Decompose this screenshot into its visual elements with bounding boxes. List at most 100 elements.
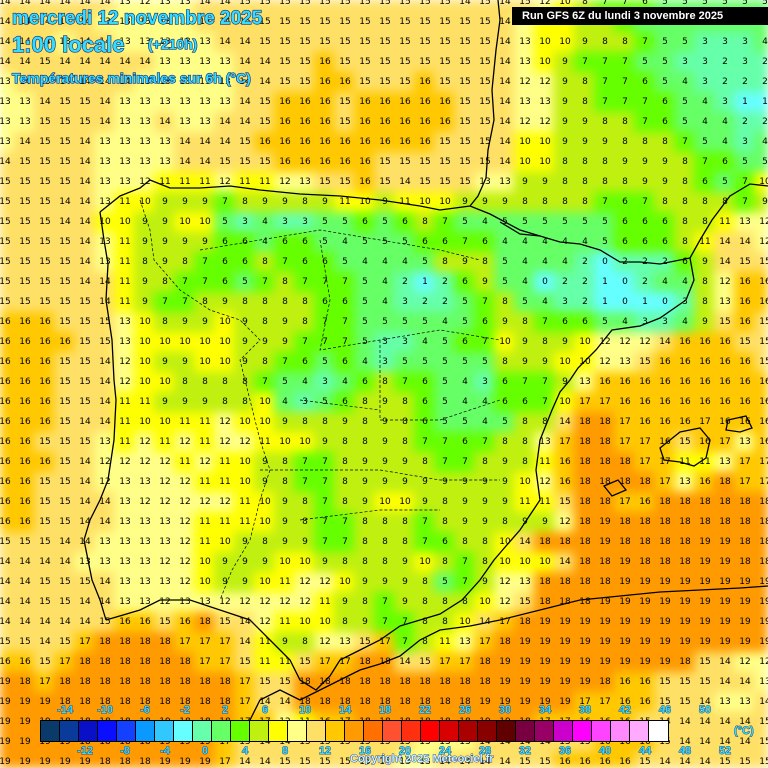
grid-value: 6 — [422, 397, 428, 407]
grid-value: 14 — [739, 737, 751, 747]
grid-value: 15 — [319, 37, 331, 47]
grid-value: 13 — [179, 37, 191, 47]
grid-value: 14 — [119, 77, 131, 87]
grid-value: 18 — [579, 437, 591, 447]
grid-value: 18 — [139, 637, 151, 647]
grid-value: 15 — [399, 37, 411, 47]
legend-label-top: -14 — [57, 704, 74, 717]
grid-value: 5 — [722, 177, 728, 187]
grid-value: 15 — [319, 757, 331, 767]
grid-value: 14 — [39, 637, 51, 647]
grid-value: 13 — [139, 117, 151, 127]
grid-value: 10 — [559, 37, 571, 47]
grid-value: 15 — [19, 237, 31, 247]
grid-value: 15 — [419, 17, 431, 27]
grid-value: 15 — [379, 77, 391, 87]
grid-value: 16 — [439, 117, 451, 127]
grid-value: 11 — [119, 197, 131, 207]
grid-value: 14 — [0, 577, 11, 587]
copyright: Copyright 2025 Meteociel.fr — [350, 753, 494, 766]
grid-value: 15 — [299, 57, 311, 67]
grid-value: 9 — [482, 197, 488, 207]
grid-value: 13 — [619, 357, 631, 367]
grid-value: 9 — [402, 477, 408, 487]
grid-value: 13 — [579, 377, 591, 387]
grid-value: 12 — [599, 357, 611, 367]
grid-value: 16 — [419, 137, 431, 147]
grid-value: 16 — [39, 357, 51, 367]
grid-value: 8 — [302, 417, 308, 427]
grid-value: 3 — [682, 57, 688, 67]
grid-value: 15 — [339, 97, 351, 107]
grid-value: 16 — [439, 97, 451, 107]
grid-value: 14 — [79, 477, 91, 487]
grid-value: 13 — [739, 697, 751, 707]
grid-value: 9 — [182, 397, 188, 407]
color-legend — [40, 720, 669, 742]
grid-value: 7 — [342, 277, 348, 287]
grid-value: 12 — [99, 477, 111, 487]
grid-value: 8 — [442, 617, 448, 627]
grid-value: 16 — [299, 157, 311, 167]
grid-value: 2 — [622, 257, 628, 267]
grid-value: 14 — [699, 737, 711, 747]
grid-value: 5 — [642, 57, 648, 67]
grid-value: 14 — [139, 57, 151, 67]
grid-value: 16 — [399, 137, 411, 147]
grid-value: 14 — [0, 0, 11, 7]
grid-value: 9 — [282, 517, 288, 527]
grid-value: 18 — [579, 417, 591, 427]
grid-value: 15 — [79, 337, 91, 347]
grid-value: 15 — [59, 417, 71, 427]
grid-value: 13 — [119, 0, 131, 7]
grid-value: 17 — [239, 697, 251, 707]
grid-value: 18 — [619, 517, 631, 527]
grid-value: 12 — [219, 597, 231, 607]
legend-label-bottom: 16 — [358, 745, 372, 758]
grid-value: 16 — [319, 117, 331, 127]
grid-value: 14 — [19, 77, 31, 87]
grid-value: 14 — [559, 557, 571, 567]
grid-value: 5 — [502, 277, 508, 287]
grid-value: 15 — [459, 177, 471, 187]
grid-value: 16 — [0, 437, 11, 447]
grid-value: 15 — [299, 37, 311, 47]
grid-value: 6 — [662, 97, 668, 107]
legend-label-top: 14 — [338, 704, 352, 717]
grid-value: 15 — [399, 17, 411, 27]
grid-value: 7 — [422, 517, 428, 527]
grid-value: 14 — [79, 617, 91, 627]
grid-value: 5 — [542, 217, 548, 227]
grid-value: 10 — [199, 557, 211, 567]
grid-value: 18 — [119, 757, 131, 767]
grid-value: 16 — [279, 157, 291, 167]
grid-value: 14 — [499, 97, 511, 107]
grid-value: 9 — [382, 437, 388, 447]
grid-value: 4 — [462, 397, 468, 407]
grid-value: 19 — [159, 737, 171, 747]
legend-label-bottom: 36 — [558, 745, 572, 758]
grid-value: 18 — [479, 657, 491, 667]
grid-value: 8 — [682, 237, 688, 247]
grid-value: 5 — [662, 57, 668, 67]
grid-value: 15 — [559, 497, 571, 507]
grid-value: 15 — [59, 257, 71, 267]
grid-value: 9 — [242, 357, 248, 367]
grid-value: 18 — [119, 637, 131, 647]
grid-value: 13 — [179, 117, 191, 127]
grid-value: 8 — [422, 617, 428, 627]
grid-value: 9 — [182, 237, 188, 247]
grid-value: 10 — [339, 577, 351, 587]
grid-value: 16 — [0, 477, 11, 487]
grid-value: 4 — [382, 297, 388, 307]
grid-value: 8 — [562, 197, 568, 207]
grid-value: 15 — [59, 237, 71, 247]
grid-value: 9 — [482, 477, 488, 487]
grid-value: 14 — [719, 257, 731, 267]
grid-value: 15 — [19, 157, 31, 167]
grid-value: 17 — [499, 617, 511, 627]
grid-value: 7 — [622, 97, 628, 107]
grid-value: 7 — [462, 557, 468, 567]
grid-value: 14 — [499, 17, 511, 27]
grid-value: 15 — [39, 497, 51, 507]
